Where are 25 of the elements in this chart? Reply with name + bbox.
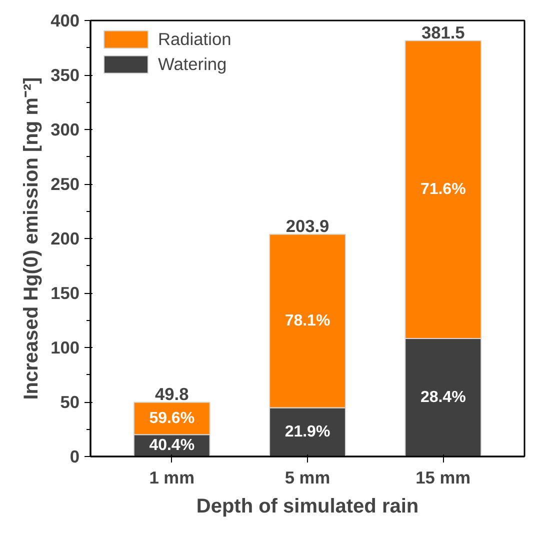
y-tick-label: 200: [50, 228, 80, 248]
y-tick-label: 50: [60, 392, 80, 412]
annotation: 28.4%: [420, 388, 466, 406]
y-axis-title: Increased Hg(0) emission [ng m⁻²]: [20, 77, 43, 400]
annotation: 21.9%: [284, 424, 330, 441]
y-tick-label: 400: [50, 10, 80, 30]
x-tick-label: 15 mm: [416, 468, 471, 488]
y-tick-label: 100: [50, 338, 80, 358]
legend-label: Radiation: [158, 28, 232, 50]
y-tick-label: 150: [50, 283, 80, 303]
y-tick-label: 0: [70, 446, 80, 466]
total-label: 49.8: [155, 384, 190, 404]
annotation: 59.6%: [149, 410, 195, 427]
annotation: 71.6%: [420, 181, 466, 198]
x-tick-label: 1 mm: [149, 468, 195, 488]
y-tick-label: 350: [50, 65, 80, 85]
legend-label: Watering: [158, 54, 227, 74]
x-tick-label: 5 mm: [284, 468, 330, 488]
x-axis-title: Depth of simulated rain: [196, 496, 419, 518]
annotation: 78.1%: [284, 312, 330, 330]
y-tick-label: 300: [50, 120, 80, 140]
annotation: 40.4%: [149, 437, 195, 454]
y-tick-label: 250: [50, 174, 80, 194]
total-label: 381.5: [421, 22, 466, 43]
total-label: 203.9: [286, 216, 330, 236]
